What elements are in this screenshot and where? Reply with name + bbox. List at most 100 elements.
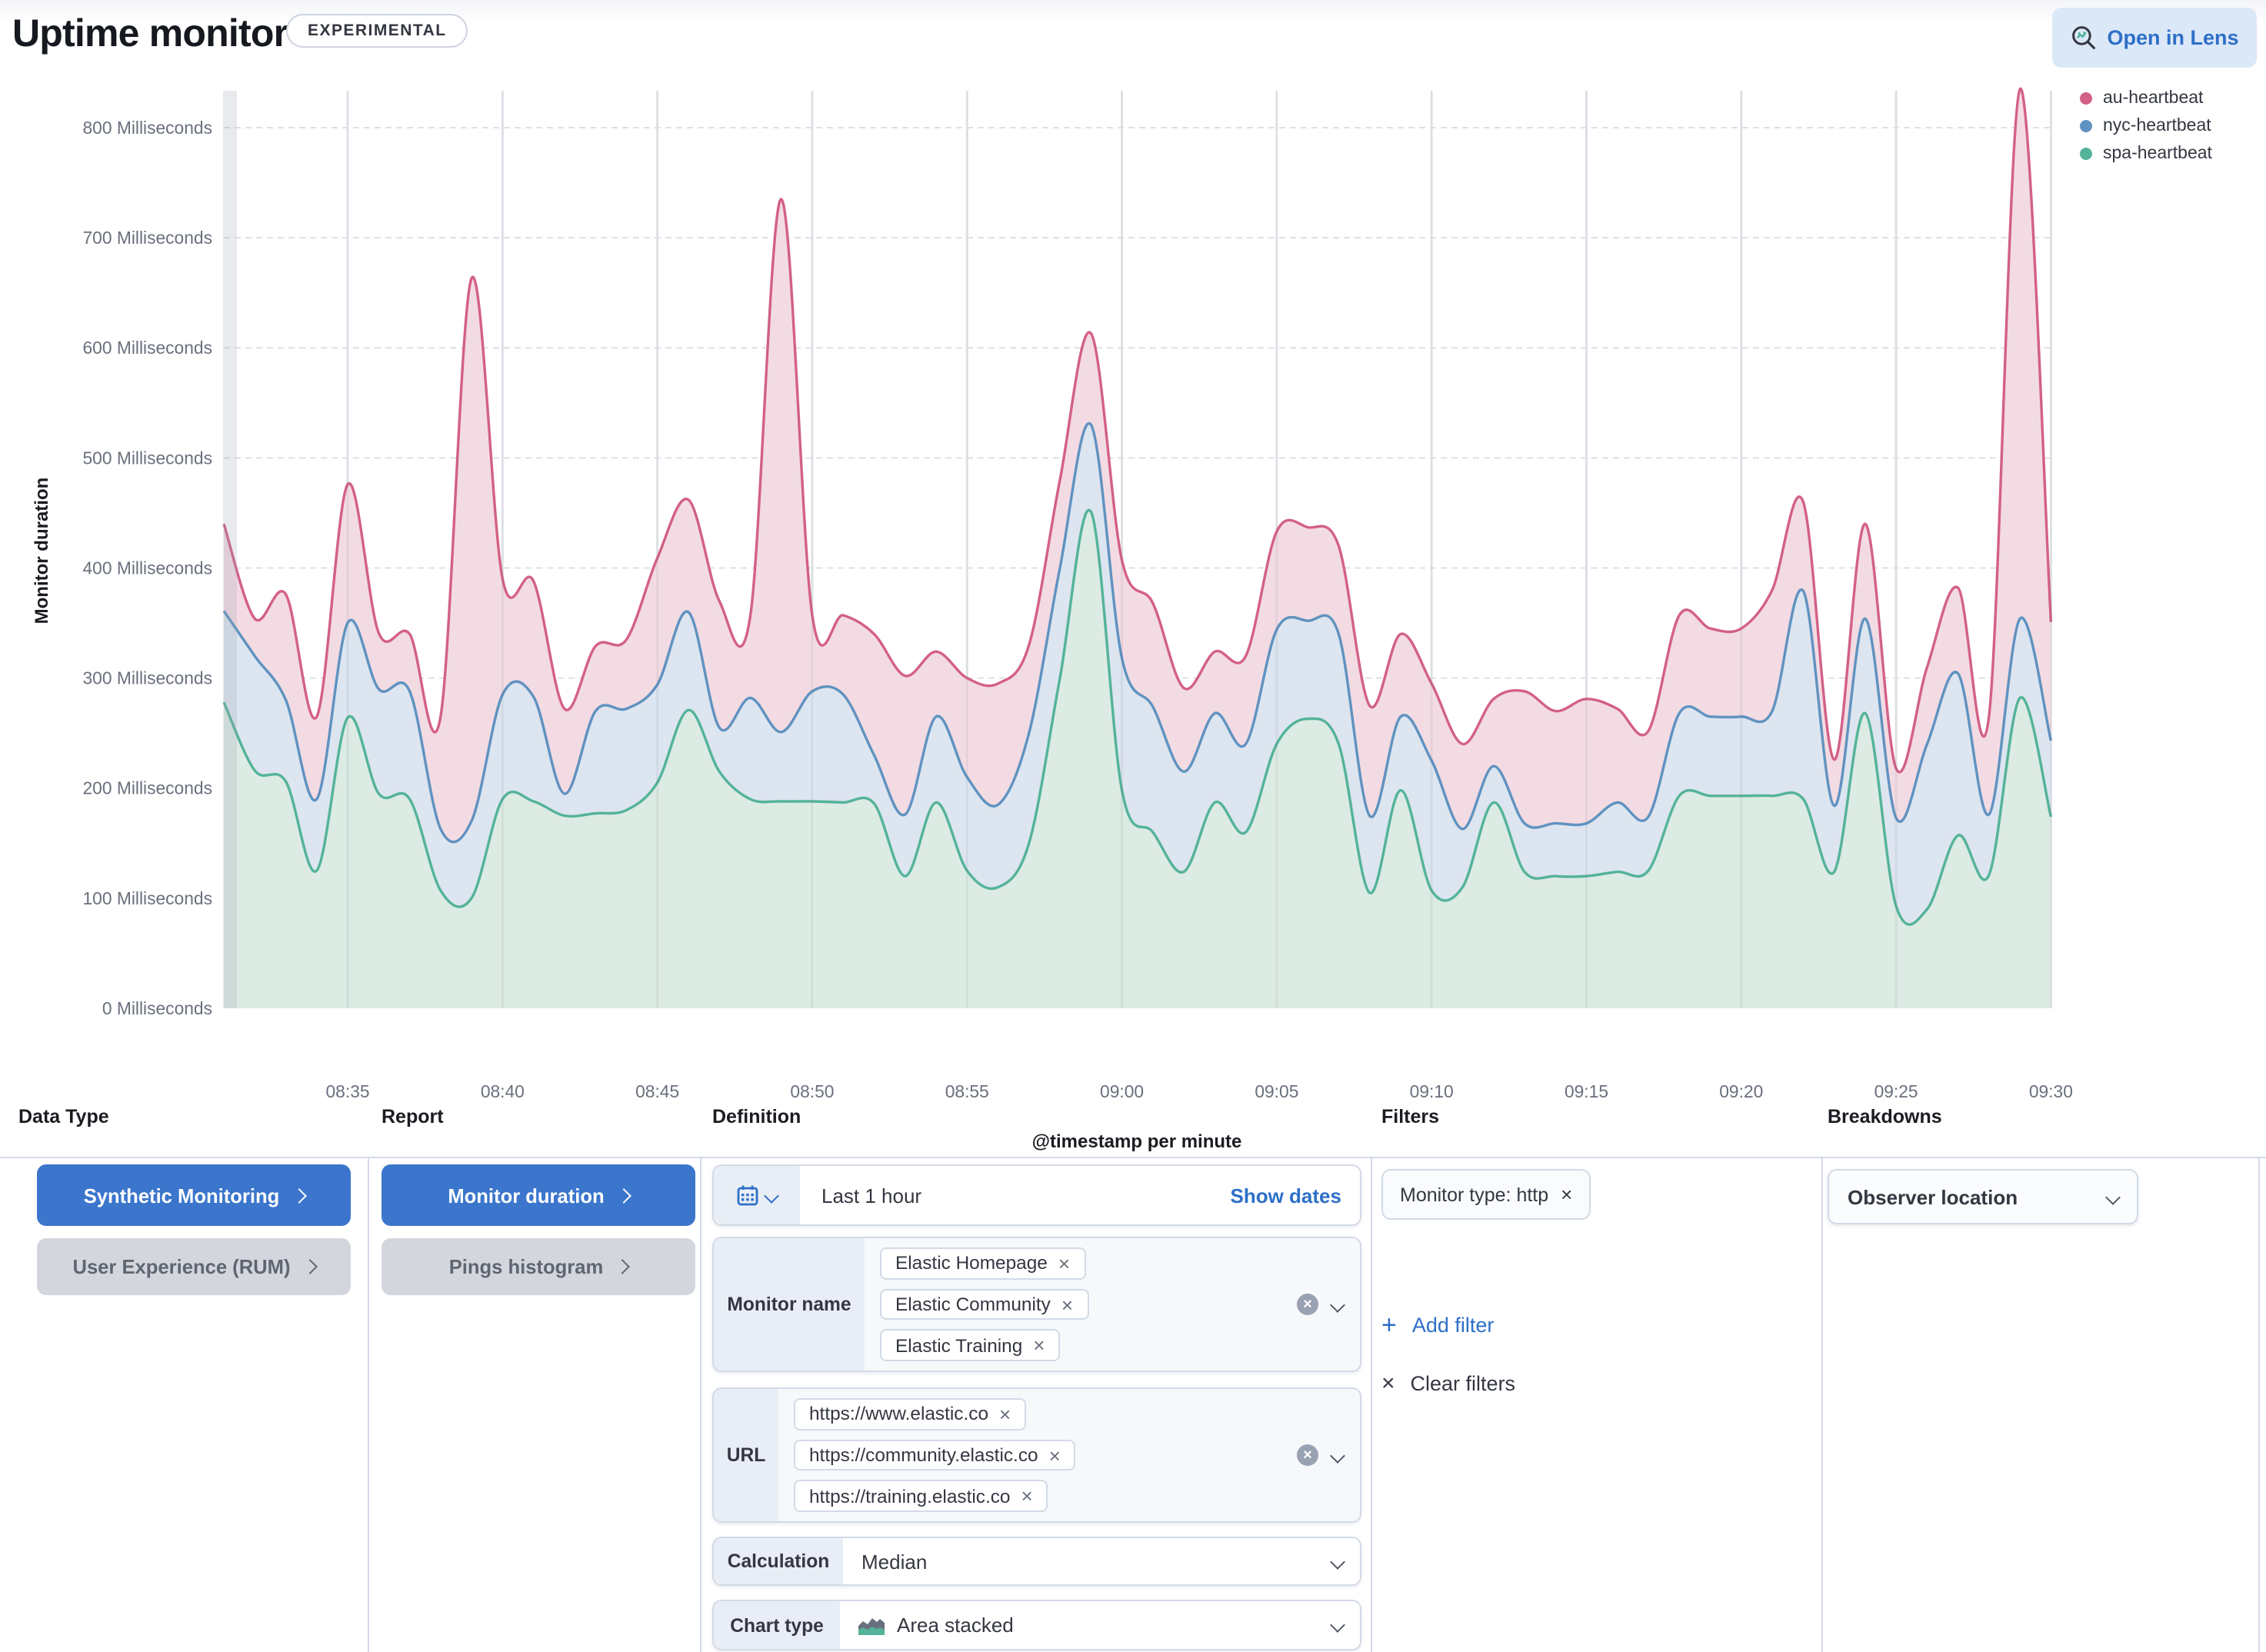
column-divider — [1371, 1157, 1372, 1652]
clear-selection-icon[interactable]: × — [1297, 1444, 1318, 1466]
au-heartbeat-line — [222, 88, 2053, 774]
column-header-report: Report — [382, 1106, 444, 1127]
date-picker-calendar-segment[interactable] — [714, 1166, 800, 1224]
url-tag[interactable]: https://community.elastic.co × — [794, 1439, 1076, 1471]
column-header-breakdowns: Breakdowns — [1828, 1106, 1942, 1127]
chevron-down-icon — [2105, 1189, 2121, 1204]
button-label: User Experience (RUM) — [72, 1255, 291, 1278]
chevron-down-icon[interactable] — [1330, 1447, 1345, 1463]
x-tick-label: 09:25 — [1874, 1081, 1918, 1101]
calendar-icon — [737, 1184, 758, 1206]
filter-pill-monitor-type-http[interactable]: Monitor type: http × — [1381, 1169, 1591, 1220]
breakdown-select-observer-location[interactable]: Observer location — [1828, 1169, 2138, 1224]
x-tick-label: 09:00 — [1100, 1081, 1144, 1101]
button-label: Synthetic Monitoring — [83, 1184, 280, 1207]
chart-type-value: Area stacked — [897, 1614, 1014, 1637]
x-tick-label: 08:40 — [481, 1081, 525, 1101]
plus-icon: + — [1381, 1311, 1397, 1340]
open-in-lens-button[interactable]: Open in Lens — [2052, 8, 2257, 68]
button-label: Monitor duration — [448, 1184, 605, 1207]
chevron-down-icon — [1330, 1538, 1360, 1584]
data-type-user-experience-button[interactable]: User Experience (RUM) — [37, 1238, 351, 1295]
remove-tag-icon[interactable]: × — [1061, 1293, 1074, 1316]
url-tag[interactable]: https://training.elastic.co × — [794, 1480, 1048, 1513]
calculation-select[interactable]: Calculation Median — [712, 1537, 1361, 1586]
x-tick-label: 09:15 — [1565, 1081, 1608, 1101]
y-axis-title: Monitor duration — [31, 477, 52, 624]
nyc-heartbeat-line — [222, 421, 2053, 844]
url-tag-label: https://www.elastic.co — [809, 1403, 989, 1425]
report-pings-histogram-button[interactable]: Pings histogram — [382, 1238, 695, 1295]
monitor-name-combobox[interactable]: Monitor name Elastic Homepage × Elastic Co… — [712, 1237, 1361, 1372]
date-picker[interactable]: Last 1 hour Show dates — [712, 1164, 1361, 1226]
y-tick-label: 0 Milliseconds — [102, 998, 212, 1018]
y-tick-label: 400 Milliseconds — [82, 558, 212, 578]
url-tag-label: https://training.elastic.co — [809, 1485, 1011, 1507]
legend-label: spa-heartbeat — [2103, 145, 2212, 163]
header-divider — [0, 1157, 2266, 1158]
url-label: URL — [714, 1389, 778, 1521]
monitor-name-tag[interactable]: Elastic Training × — [880, 1329, 1061, 1362]
x-tick-label: 08:35 — [326, 1081, 370, 1101]
button-label: Pings histogram — [448, 1255, 604, 1278]
remove-tag-icon[interactable]: × — [1058, 1251, 1070, 1275]
spa-heartbeat-line — [222, 508, 2053, 926]
url-tags: https://www.elastic.co × https://community… — [778, 1389, 1297, 1521]
experimental-badge: EXPERIMENTAL — [286, 14, 468, 48]
x-tick-label: 09:10 — [1410, 1081, 1454, 1101]
x-tick-label: 09:20 — [1719, 1081, 1763, 1101]
monitor-name-tag[interactable]: Elastic Homepage × — [880, 1247, 1085, 1280]
y-tick-label: 800 Milliseconds — [82, 118, 212, 138]
legend-item-nyc-heartbeat[interactable]: nyc-heartbeat — [2080, 117, 2212, 135]
add-filter-button[interactable]: + Add filter — [1381, 1312, 1494, 1338]
legend-item-spa-heartbeat[interactable]: spa-heartbeat — [2080, 145, 2212, 163]
calculation-value: Median — [843, 1538, 1332, 1584]
remove-tag-icon[interactable]: × — [1033, 1334, 1045, 1357]
monitor-name-label: Monitor name — [714, 1238, 865, 1371]
legend-item-au-heartbeat[interactable]: au-heartbeat — [2080, 89, 2212, 108]
monitor-name-tag-label: Elastic Training — [895, 1334, 1023, 1357]
y-tick-label: 600 Milliseconds — [82, 338, 212, 358]
url-tag[interactable]: https://www.elastic.co × — [794, 1398, 1027, 1431]
chevron-down-icon — [764, 1187, 779, 1203]
chevron-right-icon — [302, 1259, 318, 1274]
clear-filters-button[interactable]: × Clear filters — [1381, 1372, 1515, 1395]
calculation-label: Calculation — [714, 1538, 843, 1584]
y-tick-label: 300 Milliseconds — [82, 668, 212, 688]
show-dates-link[interactable]: Show dates — [1230, 1166, 1360, 1224]
column-header-definition: Definition — [712, 1106, 801, 1127]
duration-chart: 0 Milliseconds 100 Milliseconds 200 Millis… — [0, 62, 2266, 1169]
y-tick-label: 200 Milliseconds — [82, 778, 212, 798]
x-tick-label: 08:50 — [790, 1081, 834, 1101]
x-tick-label: 08:45 — [635, 1081, 679, 1101]
x-axis-title: @timestamp per minute — [1031, 1131, 1242, 1152]
remove-tag-icon[interactable]: × — [1048, 1444, 1061, 1467]
monitor-name-tag[interactable]: Elastic Community × — [880, 1288, 1089, 1321]
chevron-down-icon — [1330, 1601, 1360, 1649]
url-tag-label: https://community.elastic.co — [809, 1444, 1038, 1466]
monitor-name-tags: Elastic Homepage × Elastic Community × Elast… — [865, 1238, 1297, 1371]
column-header-filters: Filters — [1381, 1106, 1440, 1127]
y-tick-label: 100 Milliseconds — [82, 888, 212, 908]
data-type-synthetic-monitoring-button[interactable]: Synthetic Monitoring — [37, 1164, 351, 1226]
clear-filters-label: Clear filters — [1410, 1372, 1516, 1395]
url-combobox[interactable]: URL https://www.elastic.co × https://commu… — [712, 1387, 1361, 1523]
remove-tag-icon[interactable]: × — [1021, 1484, 1033, 1508]
chevron-down-icon[interactable] — [1330, 1297, 1345, 1312]
remove-tag-icon[interactable]: × — [999, 1402, 1011, 1426]
legend-label: au-heartbeat — [2103, 89, 2204, 108]
chart-type-select[interactable]: Chart type Area stacked — [712, 1600, 1361, 1650]
chart-legend: au-heartbeat nyc-heartbeat spa-heartbeat — [2080, 89, 2212, 163]
x-tick-label: 09:30 — [2029, 1081, 2073, 1101]
legend-dot — [2080, 148, 2092, 160]
partial-bucket-band — [223, 91, 237, 1008]
report-monitor-duration-button[interactable]: Monitor duration — [382, 1164, 695, 1226]
remove-filter-icon[interactable]: × — [1561, 1183, 1573, 1206]
x-tick-label: 08:55 — [945, 1081, 989, 1101]
y-tick-label: 500 Milliseconds — [82, 448, 212, 468]
column-divider — [368, 1157, 369, 1652]
clear-selection-icon[interactable]: × — [1297, 1294, 1318, 1315]
chevron-right-icon — [615, 1259, 631, 1274]
chevron-right-icon — [615, 1187, 631, 1203]
time-range-value[interactable]: Last 1 hour — [800, 1166, 1231, 1224]
